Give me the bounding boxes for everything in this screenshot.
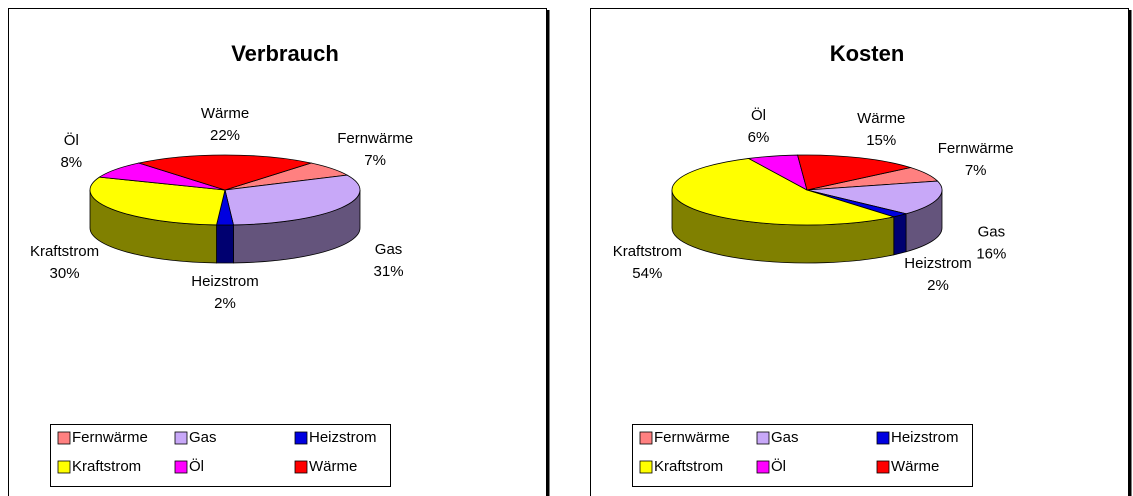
legend-swatch [294,460,308,474]
slice-label: Kraftstrom [613,243,682,260]
pie-tops [89,154,361,226]
slice-label: Wärme [857,110,905,127]
slice-value-label: 7% [364,152,386,169]
slice [137,154,313,191]
legend-label: Heizstrom [309,429,377,446]
legend-label: Fernwärme [654,429,730,446]
legend-frame [50,424,391,487]
slice-value-label: 2% [927,277,949,294]
legend-swatch [876,460,890,474]
chart: Verbrauch Fernwärme 7% Gas 31% Heizstrom 2% Kra… [8,8,550,496]
chart: KostenFernwärme7%Gas16%Heizstrom2%Krafts… [590,8,1132,496]
legend-swatch [639,431,653,445]
legend: Fernwärme Gas Heizstrom Kraftstrom Öl Wärme [632,424,973,487]
slice-label: Gas [978,224,1006,241]
legend: Fernwärme Gas Heizstrom Kraftstrom Öl Wärme [50,424,391,487]
slice-value-label: 8% [60,154,82,171]
legend-frame [632,424,973,487]
legend-label: Öl [771,457,786,475]
legend-swatch [174,431,188,445]
slice-value-label: 6% [748,129,770,146]
slice-value-label: 31% [374,263,404,280]
slice-label: Gas [375,241,403,258]
slice-side [216,224,234,264]
slice-label: Heizstrom [904,255,972,272]
slice-label: Heizstrom [191,273,259,290]
legend-swatch [57,431,71,445]
slice-value-label: 16% [976,246,1006,263]
slice-label: Fernwärme [337,130,413,147]
slice [224,174,361,226]
legend-label: Wärme [891,458,939,475]
slice-label: Fernwärme [938,140,1014,157]
slice-value-label: 15% [866,132,896,149]
slice [671,158,896,226]
slice [797,154,912,191]
slice-label: Kraftstrom [30,243,99,260]
chart-title: Verbrauch [231,41,339,66]
slice-label: Öl [751,106,766,124]
pie-sides [671,189,943,264]
legend-swatch [756,431,770,445]
slice [806,180,943,215]
legend-label: Gas [189,429,217,446]
pie-tops [671,154,943,226]
legend-swatch [756,460,770,474]
legend-swatch [294,431,308,445]
slice-value-label: 2% [214,295,236,312]
legend-label: Öl [189,457,204,475]
legend-label: Wärme [309,458,357,475]
legend-label: Gas [771,429,799,446]
legend-swatch [57,460,71,474]
legend-label: Heizstrom [891,429,959,446]
slice-value-label: 7% [965,162,987,179]
slice-label: Wärme [201,105,249,122]
slice-value-label: 22% [210,127,240,144]
legend-label: Kraftstrom [654,458,723,475]
chart-title: Kosten [830,41,905,66]
slice-side [893,213,907,256]
legend-swatch [876,431,890,445]
legend-label: Fernwärme [72,429,148,446]
slice-value-label: 30% [50,265,80,282]
legend-swatch [174,460,188,474]
slice-label: Öl [64,131,79,149]
legend-label: Kraftstrom [72,458,141,475]
slice-value-label: 54% [632,265,662,282]
legend-swatch [639,460,653,474]
slice [89,176,226,226]
